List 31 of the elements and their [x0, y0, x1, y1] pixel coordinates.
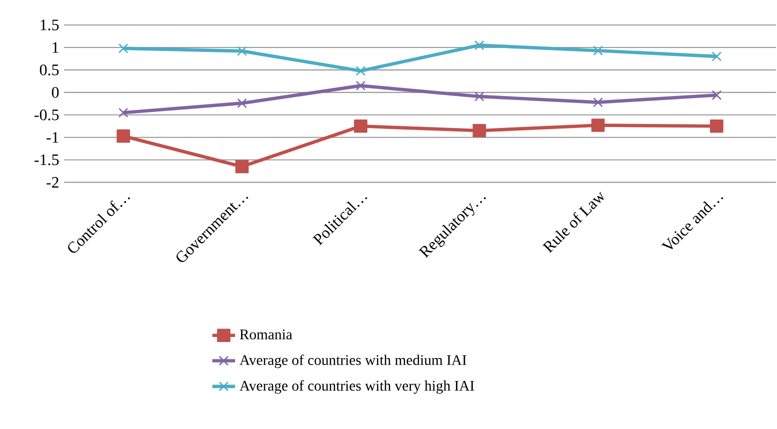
point [118, 43, 128, 54]
point [591, 118, 605, 132]
point [237, 98, 247, 108]
point [474, 40, 484, 50]
point [710, 119, 724, 133]
point [593, 97, 603, 108]
legend-label: Average of countries with very high IAI [240, 380, 474, 394]
point [712, 52, 722, 62]
point [235, 160, 249, 174]
point [474, 92, 484, 102]
y-tick-label: -1.5 [34, 154, 59, 166]
point [593, 46, 603, 56]
point [356, 66, 366, 76]
y-tick-label: 1.5 [40, 20, 59, 30]
point [356, 80, 366, 91]
y-tick-label: 0 [52, 87, 59, 98]
point [712, 90, 722, 100]
point [354, 119, 368, 133]
y-tick-label: -2 [46, 177, 58, 188]
point [118, 108, 128, 118]
legend-label: Average of countries with medium IAI [240, 354, 466, 368]
y-tick-label: -0.5 [34, 109, 59, 120]
x-tick-label: Voice and… [661, 197, 724, 250]
point [116, 129, 130, 143]
y-tick-label: -1 [46, 132, 58, 143]
legend-label: Romania [240, 330, 292, 340]
point [472, 124, 486, 138]
x-tick-label: Rule of Law [542, 192, 604, 254]
y-tick-label: 0.5 [40, 64, 59, 76]
y-tick-label: 1 [52, 42, 58, 53]
point [237, 46, 247, 56]
